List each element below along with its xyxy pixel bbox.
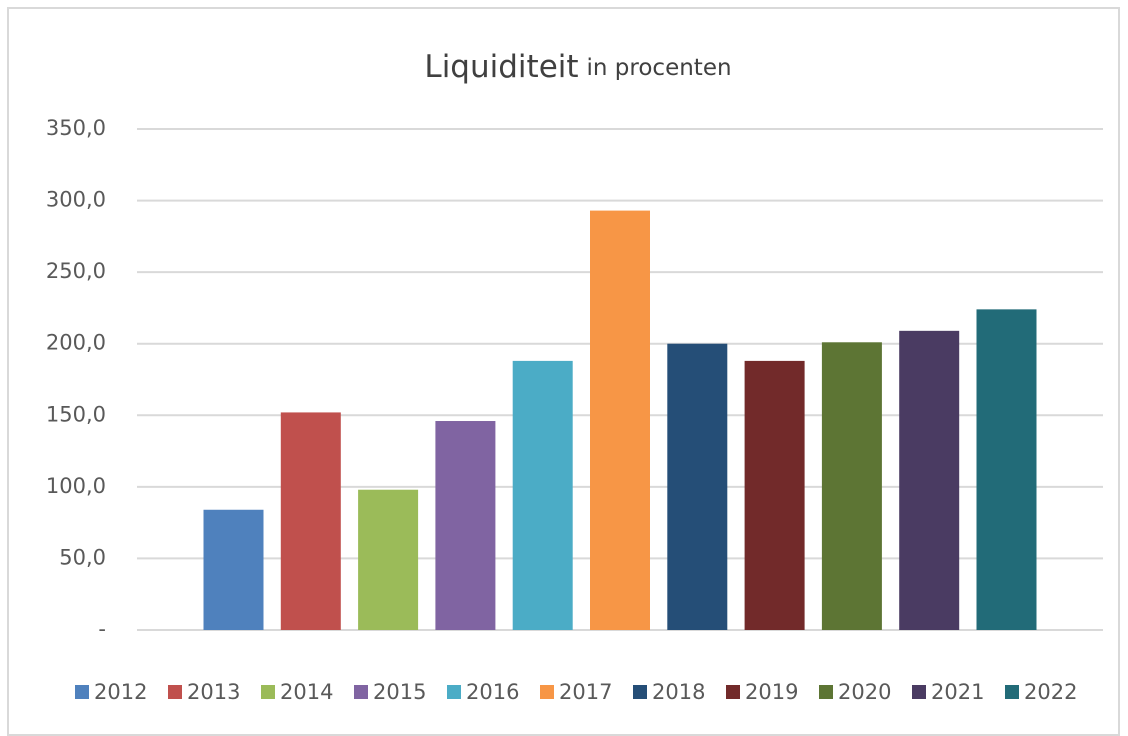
y-tick-label: 200,0 [46,331,106,355]
y-tick-label: 300,0 [46,188,106,212]
bar [821,342,882,630]
legend-label: 2022 [1024,680,1077,704]
y-tick-label: 100,0 [46,474,106,498]
bar [899,330,960,630]
legend-swatch [447,685,461,699]
legend-label: 2013 [187,680,240,704]
legend-label: 2016 [466,680,519,704]
legend-swatch [540,685,554,699]
bar [667,343,728,630]
legend-swatch [261,685,275,699]
legend-label: 2012 [94,680,147,704]
bar [203,509,264,630]
y-tick-label: 250,0 [46,259,106,283]
bar [512,360,573,630]
legend-swatch [726,685,740,699]
legend-label: 2015 [373,680,426,704]
bar [435,421,496,630]
bar [358,489,419,630]
legend-swatch [1005,685,1019,699]
chart-heading: Liquiditeit in procenten [424,49,731,85]
bar [280,412,341,630]
legend-swatch [912,685,926,699]
legend-swatch [75,685,89,699]
y-tick-label: - [98,617,106,641]
legend-label: 2020 [838,680,891,704]
legend-swatch [819,685,833,699]
y-tick-label: 150,0 [46,402,106,426]
legend-swatch [354,685,368,699]
y-tick-label: 50,0 [59,545,106,569]
chart-subtitle: in procenten [587,55,732,81]
legend-label: 2021 [931,680,984,704]
bar [744,360,805,630]
chart-title: Liquiditeit [424,49,578,85]
legend-label: 2017 [559,680,612,704]
bar [976,309,1037,630]
legend-swatch [168,685,182,699]
bar [590,210,650,630]
y-tick-label: 350,0 [46,116,106,140]
legend-label: 2014 [280,680,333,704]
legend-label: 2019 [745,680,798,704]
legend-swatch [633,685,647,699]
legend-label: 2018 [652,680,705,704]
